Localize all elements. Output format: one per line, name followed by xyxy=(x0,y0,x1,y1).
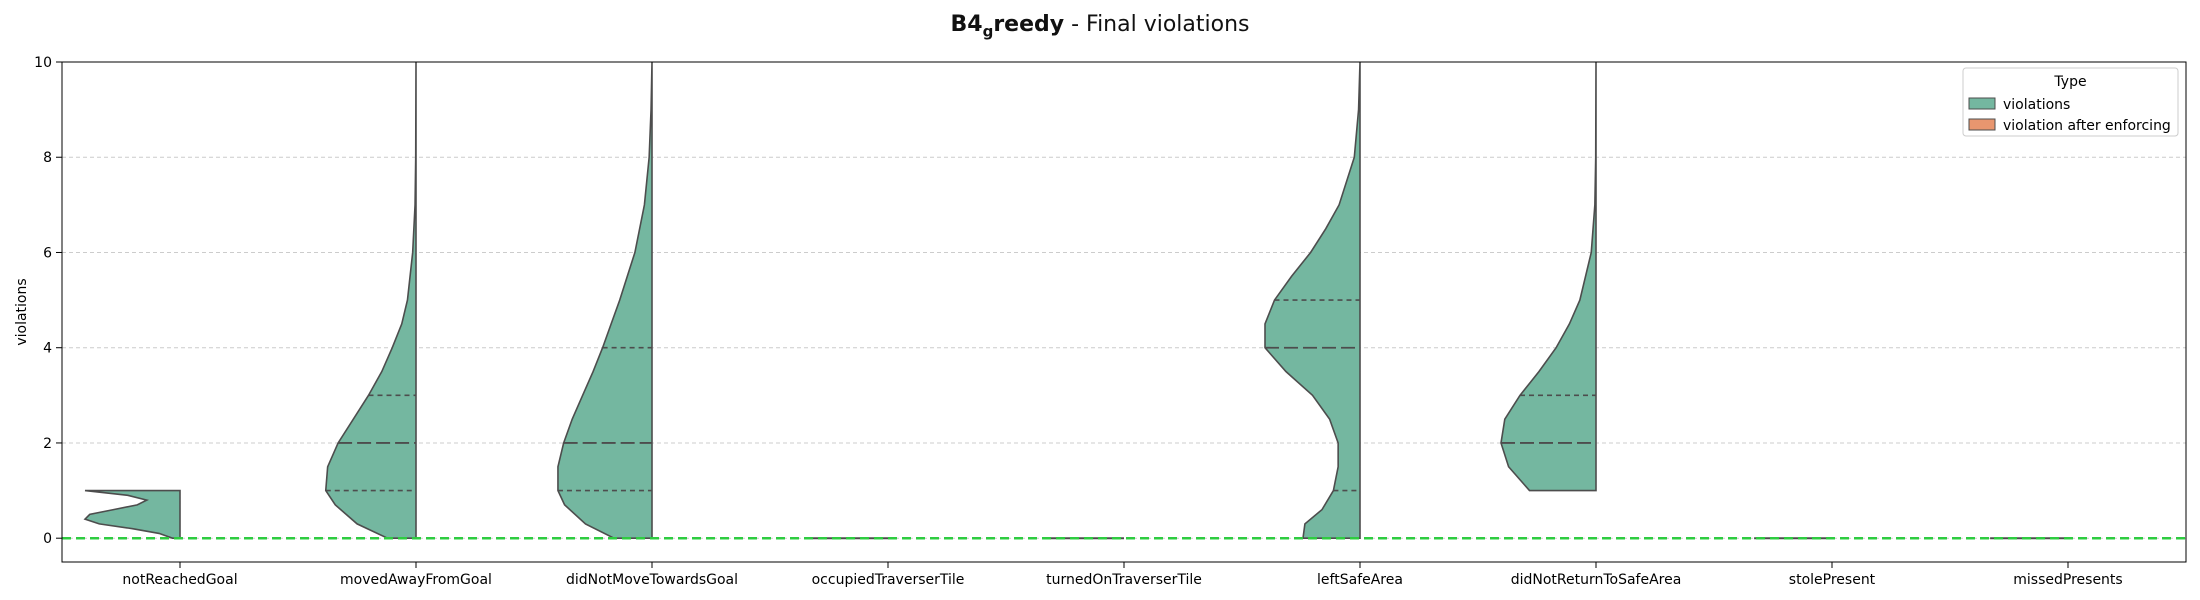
x-tick-label: occupiedTraverserTile xyxy=(812,572,965,588)
violin-didNotMoveTowardsGoal xyxy=(557,61,653,539)
chart-title-rest: - Final violations xyxy=(1064,12,1250,37)
violin-didNotReturnToSafeArea xyxy=(1500,61,1597,492)
x-tick-label: movedAwayFromGoal xyxy=(340,572,492,588)
y-tick-label: 8 xyxy=(43,150,52,166)
x-tick-label: didNotReturnToSafeArea xyxy=(1511,572,1682,588)
y-tick-label: 0 xyxy=(43,531,52,547)
violin-notReachedGoal xyxy=(83,489,181,539)
legend-box xyxy=(1962,67,2179,137)
x-tick-label: missedPresents xyxy=(2013,572,2122,588)
legend-label: violation after enforcing xyxy=(2003,118,2171,134)
x-tick-label: stolePresent xyxy=(1789,572,1876,588)
x-tick-label: leftSafeArea xyxy=(1317,572,1403,588)
legend-label: violations xyxy=(2003,97,2070,113)
chart-title: B4greedy - Final violations xyxy=(0,12,2200,40)
plot-frame xyxy=(61,61,2187,563)
legend-swatch xyxy=(1968,118,1996,131)
y-tick-label: 10 xyxy=(34,55,52,71)
x-tick-label: notReachedGoal xyxy=(122,572,237,588)
violin-movedAwayFromGoal xyxy=(324,61,417,539)
legend-title: Type xyxy=(2053,74,2086,90)
y-tick-label: 2 xyxy=(43,436,52,452)
legend-swatch xyxy=(1968,97,1996,110)
x-tick-label: didNotMoveTowardsGoal xyxy=(566,572,738,588)
y-tick-label: 4 xyxy=(43,341,52,357)
y-axis-label: violations xyxy=(14,278,30,345)
y-tick-label: 6 xyxy=(43,245,52,261)
chart-title-bold: B4greedy xyxy=(950,12,1065,41)
x-tick-label: turnedOnTraverserTile xyxy=(1046,572,1202,588)
